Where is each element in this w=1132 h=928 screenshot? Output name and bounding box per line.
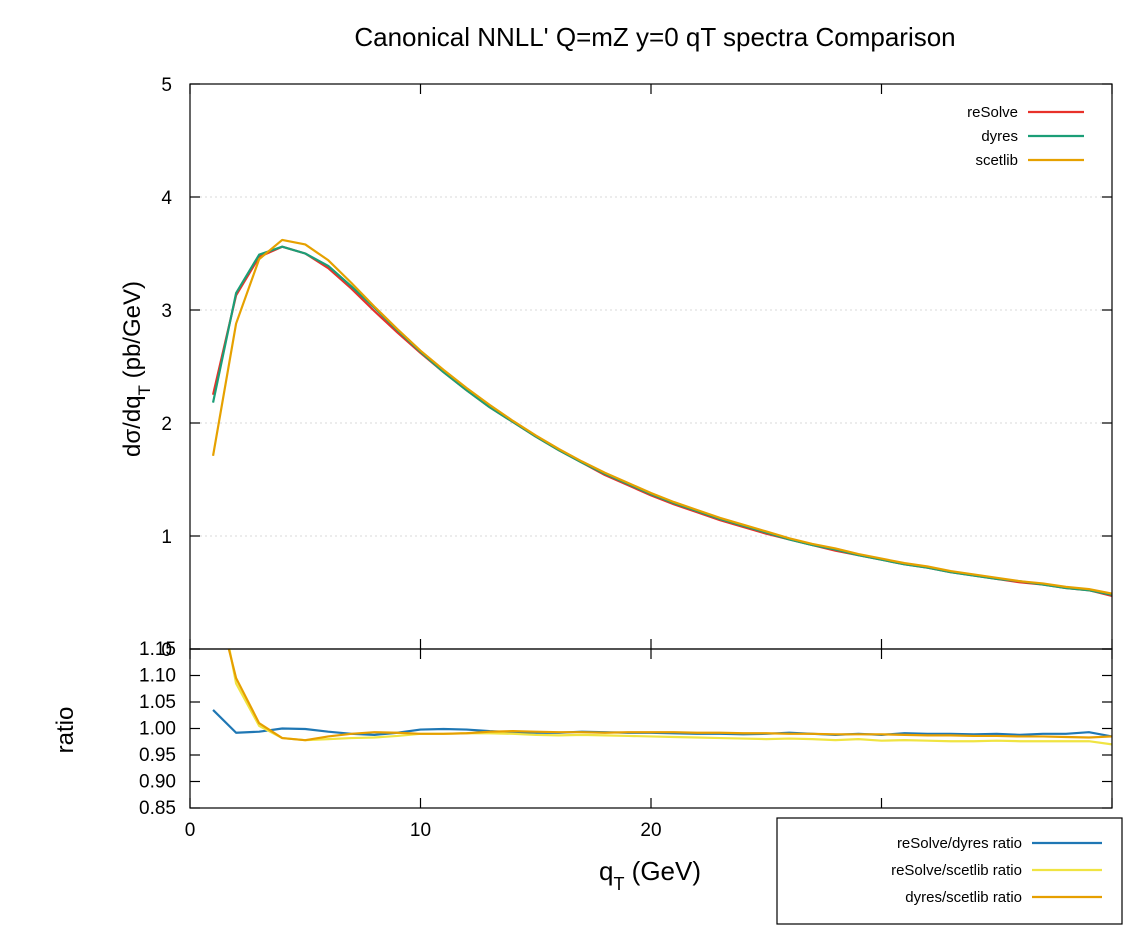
main-y-axis-label-main: dσ/dq xyxy=(119,395,146,457)
main-plot-grid xyxy=(190,196,1112,537)
main-series-resolve xyxy=(211,245,1112,597)
ratio-plot-ticks: 0.850.900.951.001.051.101.15010203040 xyxy=(139,639,1123,841)
ratio-plot-frame xyxy=(189,648,1113,809)
main-legend-label: reSolve xyxy=(967,104,1018,121)
ratio-y-tick-label: 0.85 xyxy=(139,798,176,819)
x-axis-label-unit: (GeV) xyxy=(624,856,701,886)
main-y-tick-label: 1 xyxy=(161,527,172,548)
ratio-legend-label: dyres/scetlib ratio xyxy=(905,889,1022,906)
ratio-y-tick-label: 1.10 xyxy=(139,666,176,687)
main-legend: reSolve dyres scetlib xyxy=(967,104,1084,169)
ratio-plot-series xyxy=(212,649,1112,746)
x-tick-label: 10 xyxy=(410,820,431,841)
ratio-legend: reSolve/dyres ratio reSolve/scetlib ratio… xyxy=(776,817,1123,925)
main-y-tick-label: 3 xyxy=(161,301,172,322)
main-y-axis-label-unit: (pb/GeV) xyxy=(119,281,146,385)
chart-title: Canonical NNLL' Q=mZ y=0 qT spectra Comp… xyxy=(354,22,955,52)
x-axis-label-main: q xyxy=(599,856,613,886)
ratio-legend-label: reSolve/dyres ratio xyxy=(897,835,1022,852)
main-legend-label: scetlib xyxy=(975,152,1018,169)
main-y-tick-label: 2 xyxy=(161,414,172,435)
main-y-axis-label: dσ/dqT (pb/GeV) xyxy=(119,281,154,457)
main-series-dyres xyxy=(211,245,1112,596)
ratio-series-resolve-scetlib-ratio xyxy=(228,649,1112,746)
ratio-series-dyres-scetlib-ratio xyxy=(227,649,1112,742)
ratio-y-tick-label: 0.90 xyxy=(139,772,176,793)
ratio-y-tick-label: 0.95 xyxy=(139,745,176,766)
main-plot-series xyxy=(211,238,1112,597)
ratio-y-tick-label: 1.00 xyxy=(139,719,176,740)
ratio-y-tick-label: 1.15 xyxy=(139,639,176,660)
x-axis-label: qT (GeV) xyxy=(599,856,701,894)
main-y-axis-label-sub: T xyxy=(135,385,154,395)
ratio-y-axis-label: ratio xyxy=(52,707,79,754)
main-series-scetlib xyxy=(211,238,1112,595)
main-legend-label: dyres xyxy=(981,128,1018,145)
main-y-tick-label: 5 xyxy=(161,75,172,96)
main-plot-frame xyxy=(189,83,1113,650)
ratio-y-tick-label: 1.05 xyxy=(139,692,176,713)
x-tick-label: 20 xyxy=(640,820,661,841)
ratio-legend-label: reSolve/scetlib ratio xyxy=(891,862,1022,879)
main-y-tick-label: 4 xyxy=(161,188,172,209)
main-y-tick-label: 0 xyxy=(161,640,172,661)
x-axis-label-sub: T xyxy=(613,874,624,894)
x-tick-label: 0 xyxy=(185,820,196,841)
